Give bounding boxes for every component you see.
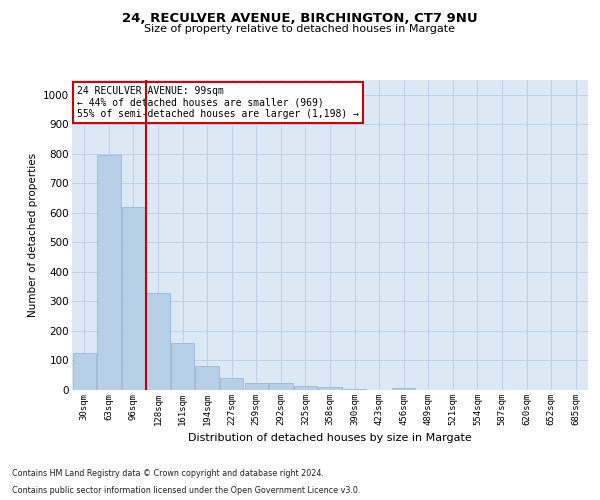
- Bar: [97, 156, 121, 390]
- Text: Contains public sector information licensed under the Open Government Licence v3: Contains public sector information licen…: [12, 486, 361, 495]
- Bar: [73, 353, 96, 390]
- Bar: [319, 387, 341, 390]
- X-axis label: Distribution of detached houses by size in Margate: Distribution of detached houses by size …: [188, 434, 472, 444]
- Text: 24, RECULVER AVENUE, BIRCHINGTON, CT7 9NU: 24, RECULVER AVENUE, BIRCHINGTON, CT7 9N…: [122, 12, 478, 26]
- Text: Size of property relative to detached houses in Margate: Size of property relative to detached ho…: [145, 24, 455, 34]
- Bar: [269, 382, 293, 390]
- Bar: [122, 207, 145, 390]
- Bar: [245, 382, 268, 390]
- Bar: [343, 388, 366, 390]
- Bar: [146, 292, 170, 390]
- Bar: [294, 386, 317, 390]
- Y-axis label: Number of detached properties: Number of detached properties: [28, 153, 38, 317]
- Bar: [196, 366, 219, 390]
- Bar: [392, 388, 415, 390]
- Text: 24 RECULVER AVENUE: 99sqm
← 44% of detached houses are smaller (969)
55% of semi: 24 RECULVER AVENUE: 99sqm ← 44% of detac…: [77, 86, 359, 120]
- Bar: [220, 378, 244, 390]
- Text: Contains HM Land Registry data © Crown copyright and database right 2024.: Contains HM Land Registry data © Crown c…: [12, 468, 324, 477]
- Bar: [171, 343, 194, 390]
